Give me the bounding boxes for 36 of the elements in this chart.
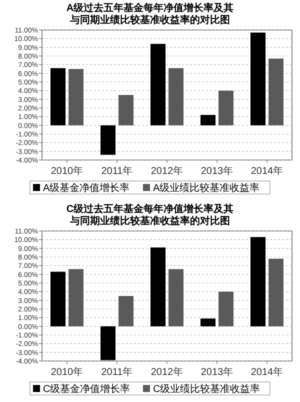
bar — [168, 68, 184, 126]
x-tick-label: 2013年 — [200, 366, 234, 378]
x-tick-label: 2014年 — [250, 366, 284, 378]
x-tick-label: 2010年 — [50, 366, 84, 378]
x-tick-label: 2011年 — [101, 366, 133, 378]
bar — [268, 58, 284, 126]
x-tick-label: 2012年 — [150, 366, 184, 378]
bar — [68, 269, 84, 326]
legend-label: C级业绩比较基准收益率 — [153, 383, 260, 395]
chart-title: C级过去五年基金每年净值增长率及其与同期业绩比较基准收益率的对比图 — [66, 203, 234, 227]
legend-label: A级业绩比较基准收益率 — [153, 182, 260, 194]
bar — [118, 95, 134, 126]
x-tick-label: 2012年 — [150, 165, 184, 177]
bar — [168, 269, 184, 326]
x-tick-label: 2010年 — [50, 165, 84, 177]
x-tick-label: 2011年 — [101, 165, 133, 177]
bar — [218, 90, 234, 126]
bar — [68, 69, 84, 126]
bar — [250, 32, 266, 126]
bar — [200, 114, 216, 126]
bar — [200, 318, 216, 326]
x-tick-label: 2014年 — [250, 165, 284, 177]
bar — [150, 44, 166, 126]
bar — [150, 247, 166, 326]
bar — [50, 272, 66, 326]
bar — [218, 292, 234, 326]
bar — [100, 125, 116, 155]
bar — [50, 68, 66, 126]
bar — [100, 326, 116, 360]
bar — [250, 237, 266, 326]
bar — [268, 258, 284, 326]
chart-title: A级过去五年基金每年净值增长率及其与同期业绩比较基准收益率的对比图 — [66, 2, 234, 26]
bar — [118, 296, 134, 326]
legend-label: C级基金净值增长率 — [43, 383, 130, 395]
legend-label: A级基金净值增长率 — [43, 182, 130, 194]
x-tick-label: 2013年 — [200, 165, 234, 177]
